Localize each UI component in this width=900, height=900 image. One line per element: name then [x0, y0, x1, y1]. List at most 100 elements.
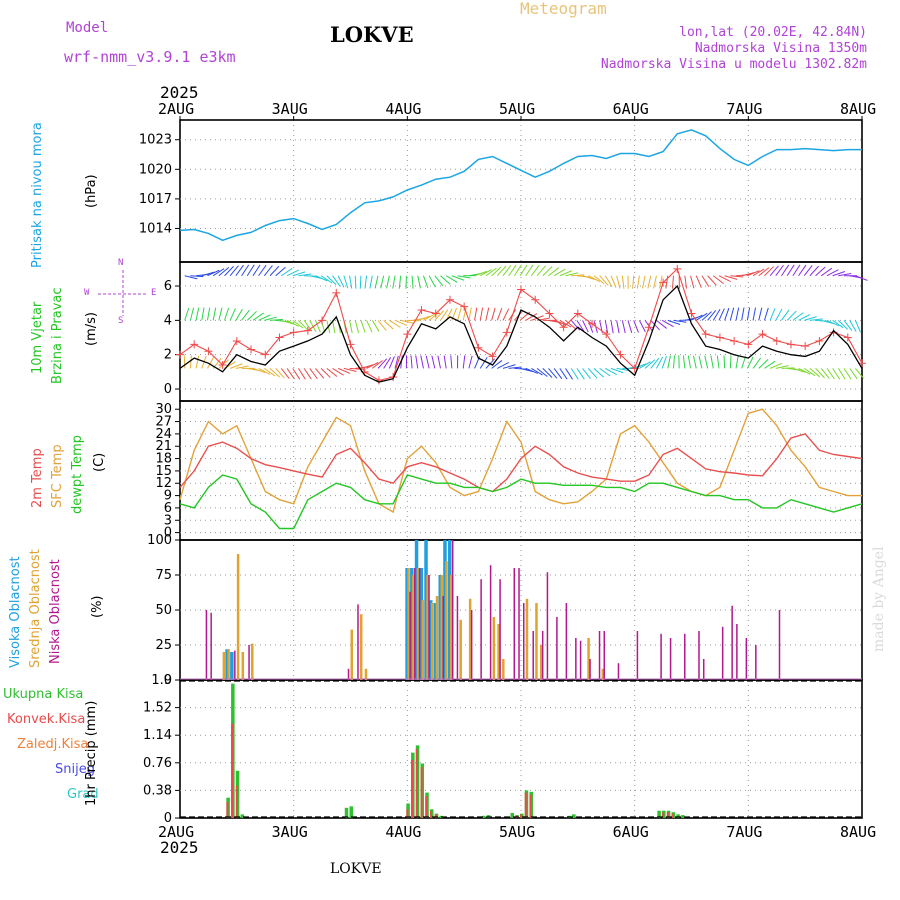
wind-arrow: [707, 309, 717, 321]
wind-arrow: [423, 313, 436, 321]
wind-arrow: [621, 275, 625, 289]
wind-arrow: [366, 320, 373, 333]
high-cloud-bar: [410, 568, 414, 680]
wind-arrow: [741, 307, 745, 321]
wind-arrow: [769, 265, 779, 277]
wind-arrow: [682, 355, 686, 369]
precip-label-total: Ukupna Kisa: [3, 687, 84, 702]
wind-arrow: [653, 275, 657, 289]
wind-arrow: [832, 368, 841, 380]
y-tick-label-temp: 3: [164, 513, 172, 528]
wind-arrow: [667, 355, 671, 369]
wind-arrow: [320, 368, 331, 378]
wind-arrow: [638, 320, 646, 333]
low-cloud-bar: [470, 610, 473, 680]
low-cloud-bar: [702, 659, 705, 680]
wind-arrow: [616, 320, 620, 334]
wind-arrow: [309, 368, 318, 380]
wind-arrow: [582, 275, 596, 280]
wind-arrow: [184, 307, 190, 321]
wind-arrow: [610, 275, 617, 288]
x-tick-label-bottom: 7AUG: [726, 823, 762, 841]
mid-cloud-bar: [412, 575, 415, 680]
mid-cloud-bar: [525, 598, 529, 680]
wind-arrow: [235, 264, 244, 277]
wind-arrow: [724, 307, 730, 321]
wind-arrow: [849, 320, 857, 332]
low-cloud-bar: [418, 568, 421, 680]
gust-marker: [715, 333, 724, 342]
wind-arrow: [826, 368, 835, 380]
low-cloud-bar: [518, 568, 520, 680]
low-cloud-bar: [532, 631, 534, 680]
wind-arrow: [701, 275, 710, 287]
wind-arrow: [599, 367, 611, 377]
wind-arrow: [292, 271, 306, 277]
gust-marker: [588, 319, 597, 328]
wind-arrow: [218, 307, 223, 321]
wind-arrow: [729, 355, 732, 369]
gust-marker: [644, 323, 653, 332]
gust-marker: [673, 264, 682, 273]
wind-arrow: [752, 307, 757, 321]
low-cloud-bar: [414, 568, 416, 680]
wind-arrow: [531, 367, 543, 376]
mid-cloud-bar: [445, 561, 448, 680]
mid-cloud-bar: [426, 575, 429, 680]
wind-arrow: [422, 275, 429, 289]
wind-arrow: [661, 319, 674, 328]
wind-arrow: [692, 355, 697, 369]
y-tick-label-wind: 6: [164, 279, 172, 294]
wind-arrow: [386, 275, 390, 289]
wind-arrow: [636, 275, 640, 289]
wind-arrow: [548, 368, 558, 379]
wind-arrow: [377, 320, 387, 331]
wind-arrow: [195, 307, 200, 321]
y-tick-label-pressure: 1023: [139, 133, 172, 148]
wind-arrow: [212, 268, 225, 277]
year-bottom: 2025: [160, 838, 199, 857]
wind-arrow: [184, 275, 198, 280]
wind-arrow: [712, 275, 724, 285]
conv-precip-bar: [235, 785, 238, 818]
wind-arrow: [431, 355, 436, 369]
wind-arrow: [758, 359, 769, 369]
wind-arrow: [724, 275, 738, 280]
mid-cloud-bar: [539, 645, 543, 680]
wind-arrow: [513, 264, 522, 277]
wind-arrow: [224, 307, 230, 321]
wind-arrow: [632, 275, 635, 289]
wind-arrow: [582, 368, 591, 379]
wind-arrow: [207, 356, 215, 369]
wind-arrow: [229, 308, 236, 321]
low-cloud-bar: [617, 663, 620, 680]
wind-arrow: [349, 320, 353, 334]
wind-arrow: [639, 361, 651, 369]
wind-arrow: [576, 368, 585, 380]
wind-arrow: [531, 264, 540, 277]
x-tick-label-bottom: 2AUG: [158, 823, 194, 841]
wind-arrow: [804, 316, 817, 321]
mid-cloud-bar: [431, 603, 434, 680]
wind-arrow: [468, 355, 473, 369]
wind-arrow: [252, 312, 264, 321]
wind-arrow: [695, 312, 708, 321]
wind-arrow: [417, 275, 421, 289]
wind-arrow: [798, 264, 807, 277]
gust-marker: [346, 340, 355, 349]
gust-marker: [786, 340, 795, 349]
y-tick-label-precip: 1.52: [143, 701, 172, 716]
wind-arrow: [364, 275, 368, 289]
x-tick-label-bottom: 4AUG: [385, 823, 421, 841]
y-tick-label-cloud: 50: [155, 603, 172, 618]
low-cloud-bar: [565, 603, 568, 680]
meteogram-title: Meteogram: [520, 0, 607, 18]
wind-arrow: [474, 270, 487, 277]
gust-marker: [303, 326, 312, 335]
wind-arrow: [212, 307, 217, 321]
low-cloud-bar: [736, 624, 738, 680]
sfc-temp-line: [179, 408, 862, 514]
wind-arrow: [343, 275, 349, 289]
wind-arrow: [281, 268, 293, 277]
wind-arrow: [443, 355, 447, 369]
